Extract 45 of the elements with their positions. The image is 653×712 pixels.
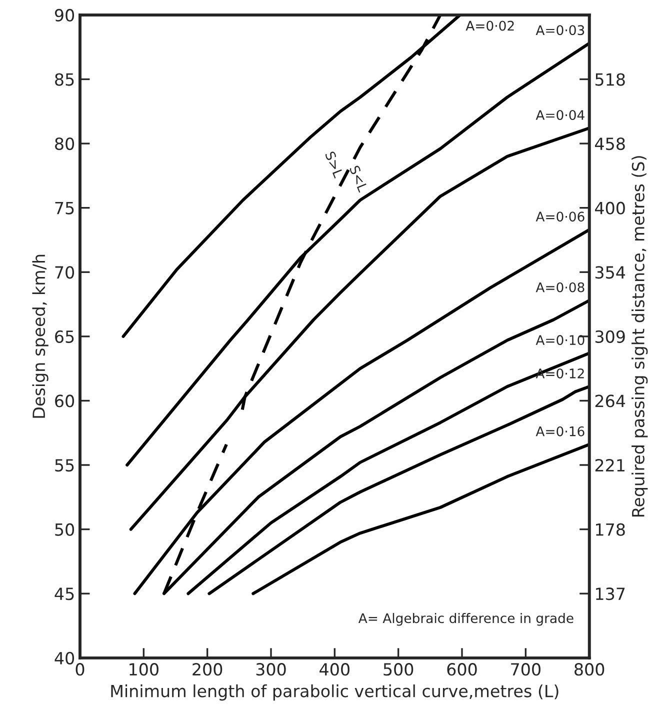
y-tick-label: 90: [54, 8, 74, 22]
x-tick-label: 0: [76, 663, 84, 676]
x-tick-label: 200: [192, 663, 222, 676]
series-label: A=0·10: [536, 335, 584, 346]
series-label: A=0·08: [536, 282, 584, 292]
category-label: 354: [595, 266, 626, 279]
x-tick-label: 600: [447, 663, 477, 676]
category-label: 137: [596, 588, 625, 600]
series-label: A=0·03: [536, 25, 584, 36]
x-tick-label: 300: [256, 663, 286, 676]
series-label: A=0·16: [536, 426, 584, 436]
y-tick-label: 85: [55, 73, 74, 86]
annotation: S>L: [324, 150, 344, 179]
category-label: 400: [595, 202, 625, 214]
line-series: [186, 352, 590, 596]
y-axis-title: Design speed, km/h: [32, 254, 48, 418]
y2-axis-title: Required passing sight distance, metres (S): [632, 156, 648, 517]
series-label: A=0·04: [536, 110, 584, 120]
y-tick-label: 50: [55, 523, 74, 536]
x-tick-label: 800: [574, 663, 604, 676]
category-label: 458: [595, 138, 625, 150]
annotation: A= Algebraic difference in grade: [358, 612, 574, 626]
annotation: S<L: [349, 164, 368, 193]
y-tick-label: 75: [55, 202, 74, 214]
y-tick-label: 40: [54, 652, 74, 664]
x-tick-label: 100: [130, 663, 158, 676]
category-label: 309: [595, 330, 625, 343]
x-tick-label: 400: [320, 663, 350, 676]
y-tick-label: 45: [54, 588, 74, 600]
x-tick-label: 700: [511, 663, 540, 676]
y-tick-label: 60: [55, 394, 74, 408]
line-series: [208, 385, 590, 596]
y-tick-label: 65: [55, 330, 74, 343]
y-tick-label: 80: [55, 138, 74, 150]
y-tick-label: 70: [55, 266, 74, 279]
y-tick-label: 55: [55, 459, 74, 472]
x-axis-title: Minimum length of parabolic vertical curve,metres (L): [111, 684, 558, 701]
category-label: 178: [596, 523, 625, 536]
series-label: A=0·02: [466, 20, 514, 31]
series-label: A=0·06: [536, 212, 584, 222]
line-series: [252, 442, 590, 596]
category-label: 264: [595, 394, 626, 408]
category-label: 518: [595, 73, 625, 86]
x-tick-label: 500: [384, 663, 414, 676]
category-label: 221: [595, 458, 624, 472]
